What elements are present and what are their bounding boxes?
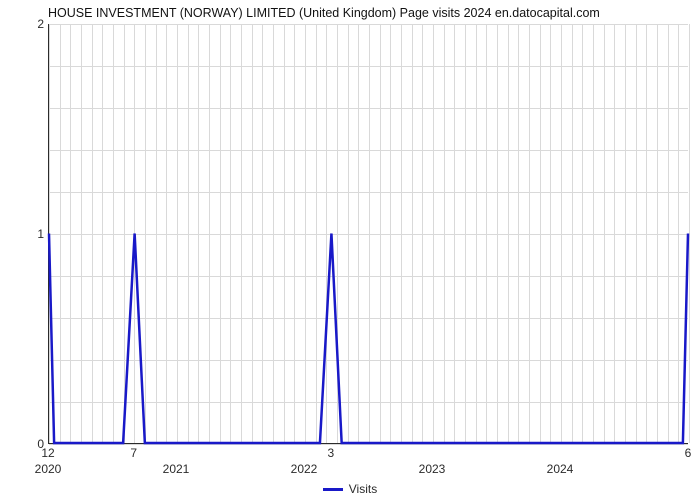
x-tick-label: 2022 bbox=[291, 462, 318, 476]
plot-area bbox=[48, 24, 688, 444]
legend-label: Visits bbox=[349, 482, 377, 496]
legend: Visits bbox=[0, 482, 700, 496]
x-tick-label: 2024 bbox=[547, 462, 574, 476]
visits-line bbox=[49, 24, 688, 443]
data-point-label: 3 bbox=[328, 446, 335, 460]
x-tick-label: 2020 bbox=[35, 462, 62, 476]
y-tick-label: 2 bbox=[24, 17, 44, 31]
data-point-label: 12 bbox=[41, 446, 54, 460]
y-tick-label: 1 bbox=[24, 227, 44, 241]
data-point-label: 7 bbox=[130, 446, 137, 460]
chart-title: HOUSE INVESTMENT (NORWAY) LIMITED (Unite… bbox=[48, 6, 600, 20]
x-tick-label: 2021 bbox=[163, 462, 190, 476]
x-tick-label: 2023 bbox=[419, 462, 446, 476]
legend-swatch bbox=[323, 488, 343, 491]
data-point-label: 6 bbox=[685, 446, 692, 460]
